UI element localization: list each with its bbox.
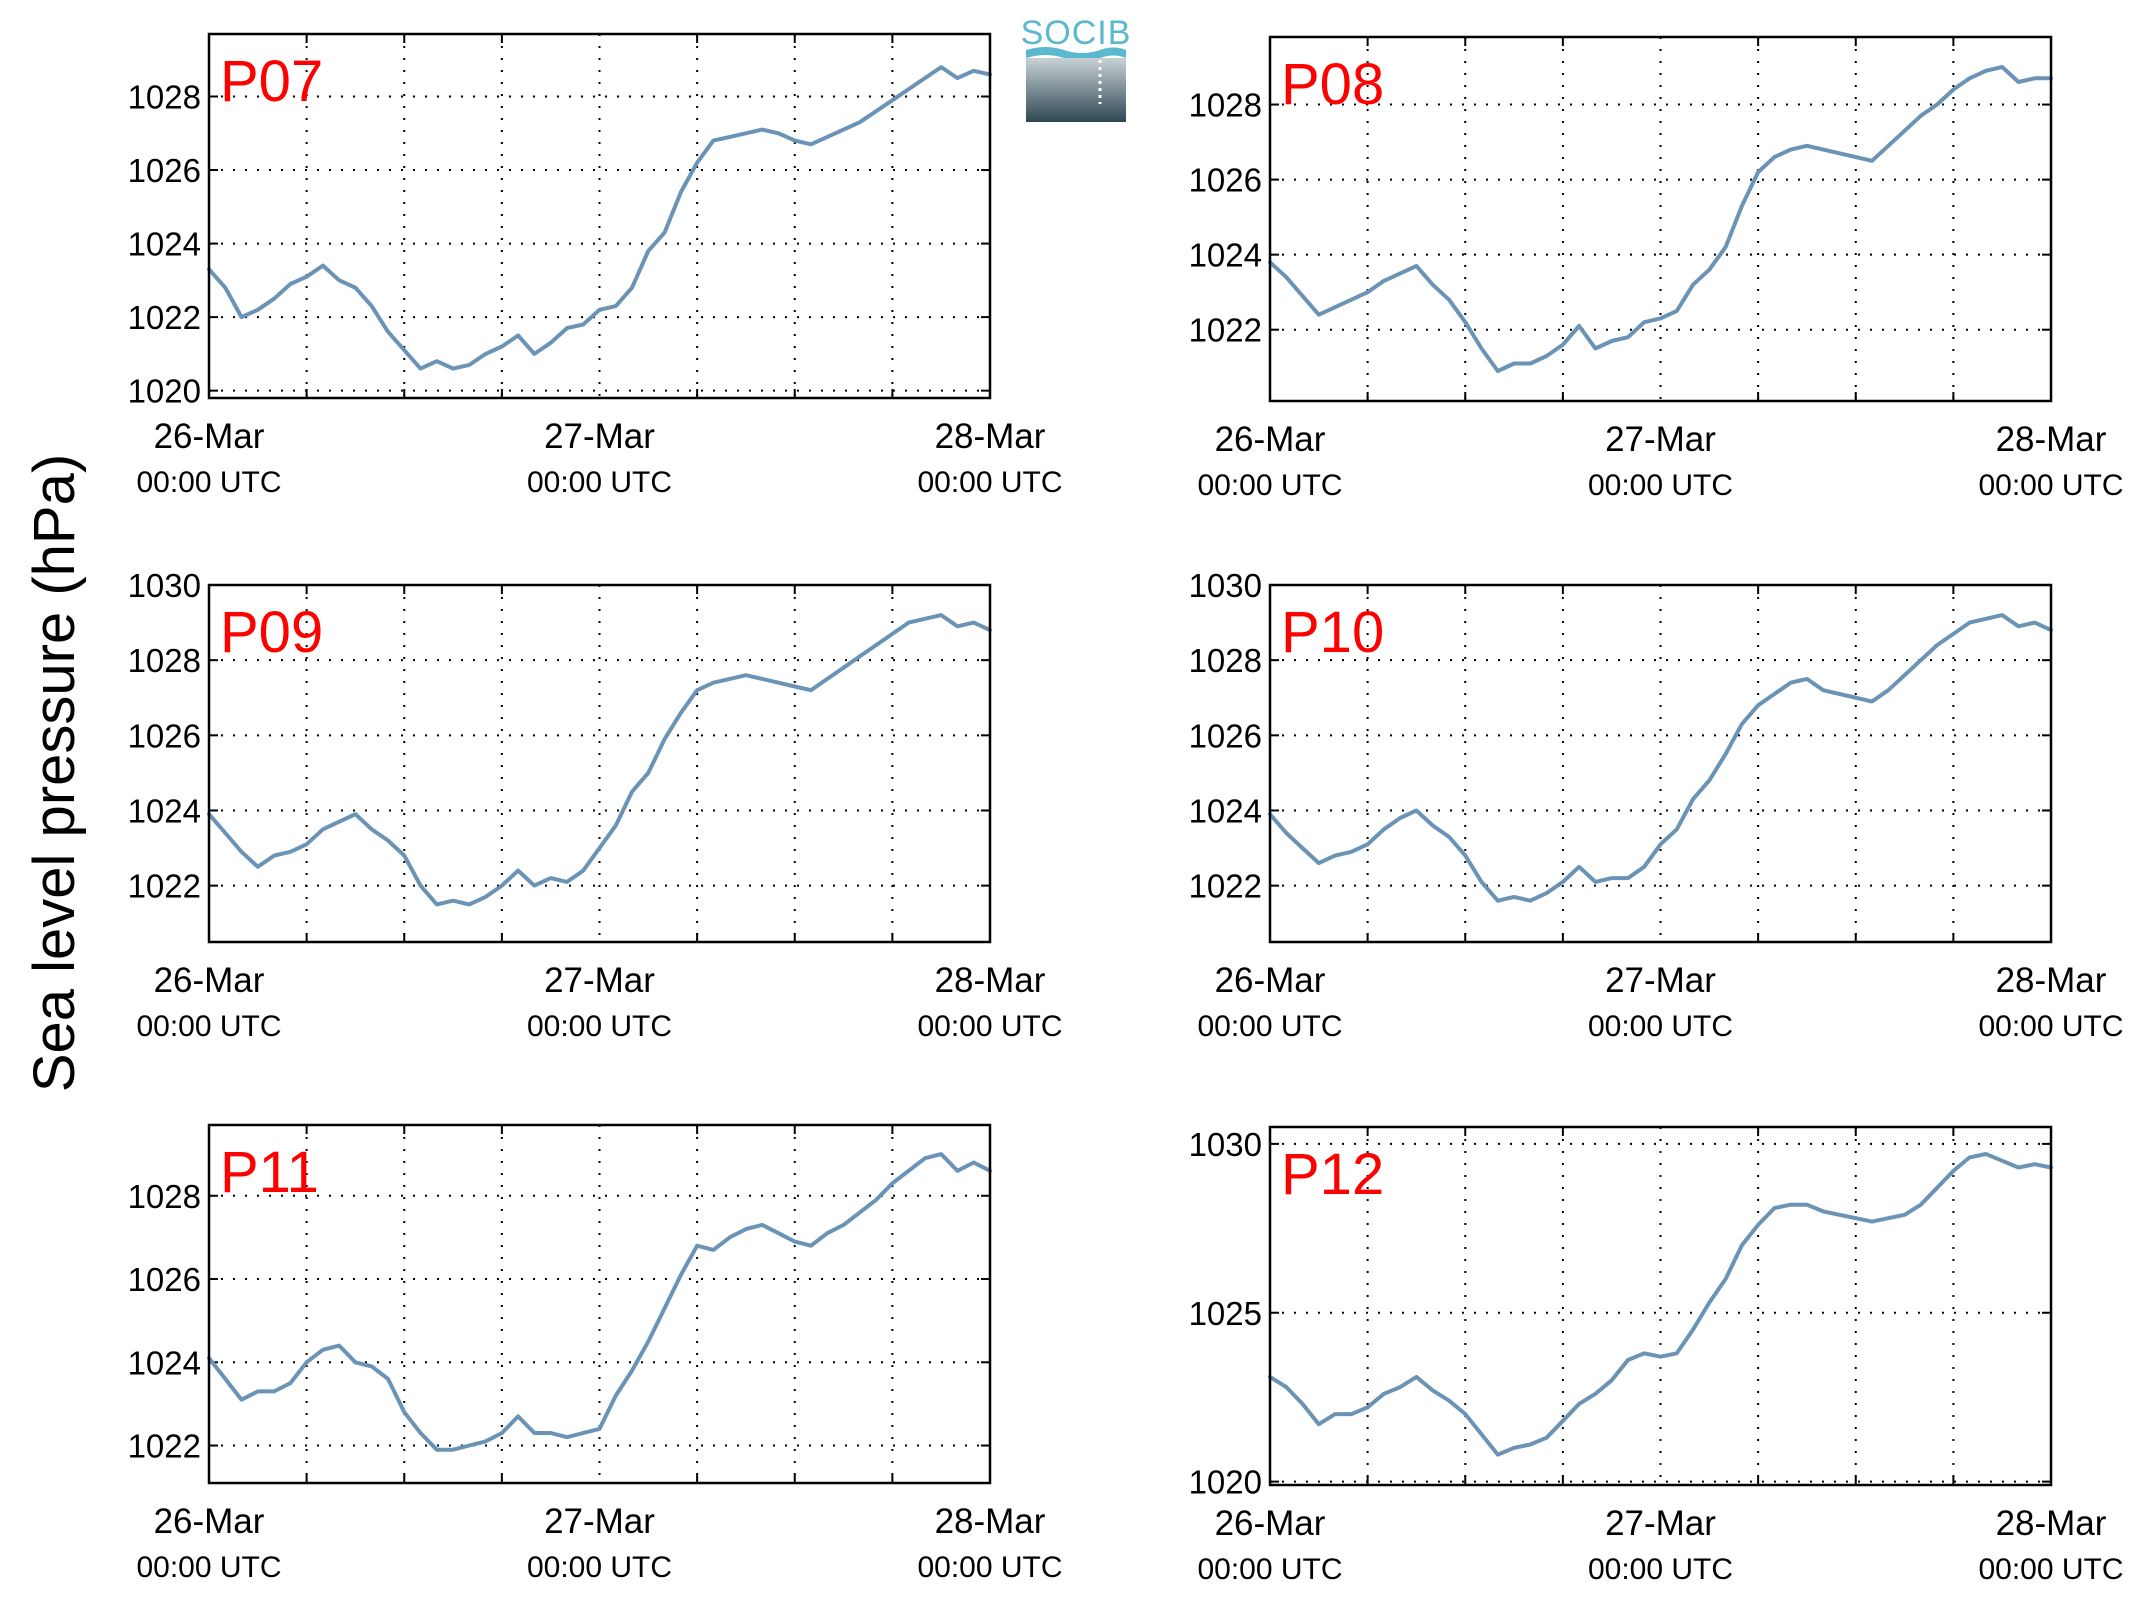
chart-p09-x-tick-label-date: 28-Mar xyxy=(935,961,1046,1000)
chart-p09-x-tick-label-time: 00:00 UTC xyxy=(527,1010,672,1043)
chart-p11-series-line xyxy=(207,1152,992,1452)
chart-p09-title: P09 xyxy=(220,600,323,665)
chart-p07-y-tick-label: 1028 xyxy=(128,79,201,116)
chart-p09-x-tick-label-date: 27-Mar xyxy=(544,961,655,1000)
chart-p10-axes-frame xyxy=(1268,583,2053,944)
chart-p11-y-tick-label: 1024 xyxy=(128,1344,201,1381)
chart-p08-axes-frame xyxy=(1268,35,2053,403)
chart-p07-y-tick-label: 1022 xyxy=(128,299,201,336)
chart-p11-x-tick-label-date: 28-Mar xyxy=(935,1502,1046,1541)
chart-p12-x-tick-label-time: 00:00 UTC xyxy=(1978,1553,2123,1586)
chart-p08-y-tick-label: 1026 xyxy=(1189,162,1262,199)
chart-p09-y-tick-label: 1024 xyxy=(128,792,201,829)
chart-p10-x-tick-label-time: 00:00 UTC xyxy=(1197,1010,1342,1043)
chart-p10-x-tick-label-time: 00:00 UTC xyxy=(1588,1010,1733,1043)
chart-p07-series-line xyxy=(207,65,992,371)
chart-p12-axes-frame xyxy=(1268,1125,2053,1487)
chart-p09-y-tick-label: 1030 xyxy=(128,567,201,604)
chart-p10-y-tick-label: 1026 xyxy=(1189,717,1262,754)
chart-p10-title: P10 xyxy=(1281,600,1384,665)
chart-p12-y-tick-label: 1025 xyxy=(1189,1295,1262,1332)
chart-p07-x-tick-label-date: 26-Mar xyxy=(154,417,265,456)
chart-p08-x-tick-label-date: 28-Mar xyxy=(1996,420,2107,459)
chart-p11-x-tick-label-date: 27-Mar xyxy=(544,1502,655,1541)
chart-p10-x-tick-label-date: 26-Mar xyxy=(1215,961,1326,1000)
chart-p09-y-tick-label: 1022 xyxy=(128,868,201,905)
chart-p08-x-tick-label-date: 26-Mar xyxy=(1215,420,1326,459)
chart-p12-panel: 1020 1025 1030 26-Mar 00:00 UTC 27-Mar 00:00 U… xyxy=(1189,1125,2124,1586)
chart-p10-panel: 1022 1024 1026 1028 1030 26-Mar 00:00 UTC 27-Ma… xyxy=(1189,567,2124,1043)
chart-p11-x-tick-label-time: 00:00 UTC xyxy=(917,1551,1062,1584)
chart-p07-y-tick-label: 1020 xyxy=(128,373,201,410)
chart-p08-y-tick-label: 1024 xyxy=(1189,237,1262,274)
chart-p08-x-tick-label-time: 00:00 UTC xyxy=(1978,469,2123,502)
y-axis-label: Sea level pressure (hPa) xyxy=(22,454,87,1092)
chart-p11-panel: 1022 1024 1026 1028 26-Mar 00:00 UTC 27-Mar 00:… xyxy=(128,1123,1063,1584)
chart-p07-x-tick-label-time: 00:00 UTC xyxy=(917,466,1062,499)
chart-p10-x-tick-label-date: 27-Mar xyxy=(1605,961,1716,1000)
chart-p11-x-tick-label-date: 26-Mar xyxy=(154,1502,265,1541)
chart-p10-series-line xyxy=(1268,613,2053,903)
chart-p08-title: P08 xyxy=(1281,52,1384,117)
chart-p07-panel: 1020 1022 1024 1026 1028 26-Mar 00:00 UTC 27-Ma… xyxy=(128,32,1063,499)
chart-p07-x-tick-label-date: 27-Mar xyxy=(544,417,655,456)
socib-logo-wave xyxy=(1026,47,1126,61)
chart-p07-x-tick-label-time: 00:00 UTC xyxy=(527,466,672,499)
chart-p08-x-tick-label-time: 00:00 UTC xyxy=(1197,469,1342,502)
chart-p10-x-tick-label-date: 28-Mar xyxy=(1996,961,2107,1000)
chart-p09-y-tick-label: 1026 xyxy=(128,717,201,754)
chart-p10-y-tick-label: 1022 xyxy=(1189,868,1262,905)
chart-p12-x-tick-label-time: 00:00 UTC xyxy=(1588,1553,1733,1586)
chart-p12-title: P12 xyxy=(1281,1142,1384,1207)
chart-p08-x-tick-label-date: 27-Mar xyxy=(1605,420,1716,459)
chart-p12-series-line xyxy=(1268,1152,2053,1457)
chart-p08-panel: 1022 1024 1026 1028 26-Mar 00:00 UTC 27-Mar 00:… xyxy=(1189,35,2124,502)
chart-p08-x-tick-label-time: 00:00 UTC xyxy=(1588,469,1733,502)
chart-p12-x-tick-label-date: 27-Mar xyxy=(1605,1504,1716,1543)
chart-p10-x-tick-label-time: 00:00 UTC xyxy=(1978,1010,2123,1043)
chart-p11-title: P11 xyxy=(220,1140,319,1205)
chart-p11-x-tick-label-time: 00:00 UTC xyxy=(136,1551,281,1584)
chart-p09-x-tick-label-date: 26-Mar xyxy=(154,961,265,1000)
chart-p08-series-line xyxy=(1268,65,2053,373)
chart-p07-title: P07 xyxy=(220,49,323,114)
chart-p11-y-tick-label: 1022 xyxy=(128,1428,201,1465)
chart-p12-x-tick-label-date: 26-Mar xyxy=(1215,1504,1326,1543)
chart-p11-x-tick-label-time: 00:00 UTC xyxy=(527,1551,672,1584)
chart-p10-y-tick-label: 1030 xyxy=(1189,567,1262,604)
chart-p09-axes-frame xyxy=(207,583,992,944)
socib-logo-block xyxy=(1026,58,1126,122)
chart-p12-y-tick-label: 1030 xyxy=(1189,1126,1262,1163)
chart-p11-axes-frame xyxy=(207,1123,992,1485)
socib-logo: SOCIB xyxy=(1021,14,1132,122)
chart-p12-x-tick-label-date: 28-Mar xyxy=(1996,1504,2107,1543)
chart-p12-y-tick-label: 1020 xyxy=(1189,1464,1262,1501)
chart-p07-y-tick-label: 1024 xyxy=(128,226,201,263)
chart-p07-y-tick-label: 1026 xyxy=(128,152,201,189)
chart-p08-y-tick-label: 1028 xyxy=(1189,87,1262,124)
chart-p11-y-tick-label: 1028 xyxy=(128,1178,201,1215)
chart-p09-x-tick-label-time: 00:00 UTC xyxy=(917,1010,1062,1043)
chart-p08-y-tick-label: 1022 xyxy=(1189,312,1262,349)
chart-p09-y-tick-label: 1028 xyxy=(128,642,201,679)
socib-logo-text: SOCIB xyxy=(1021,14,1132,52)
chart-p07-axes-frame xyxy=(207,32,992,400)
chart-p09-panel: 1022 1024 1026 1028 1030 26-Mar 00:00 UTC 27-Ma… xyxy=(128,567,1063,1043)
chart-p10-y-tick-label: 1028 xyxy=(1189,642,1262,679)
chart-p11-y-tick-label: 1026 xyxy=(128,1261,201,1298)
chart-p09-x-tick-label-time: 00:00 UTC xyxy=(136,1010,281,1043)
chart-p12-x-tick-label-time: 00:00 UTC xyxy=(1197,1553,1342,1586)
chart-p07-x-tick-label-date: 28-Mar xyxy=(935,417,1046,456)
chart-p09-series-line xyxy=(207,613,992,907)
chart-p07-x-tick-label-time: 00:00 UTC xyxy=(136,466,281,499)
chart-p10-y-tick-label: 1024 xyxy=(1189,792,1262,829)
